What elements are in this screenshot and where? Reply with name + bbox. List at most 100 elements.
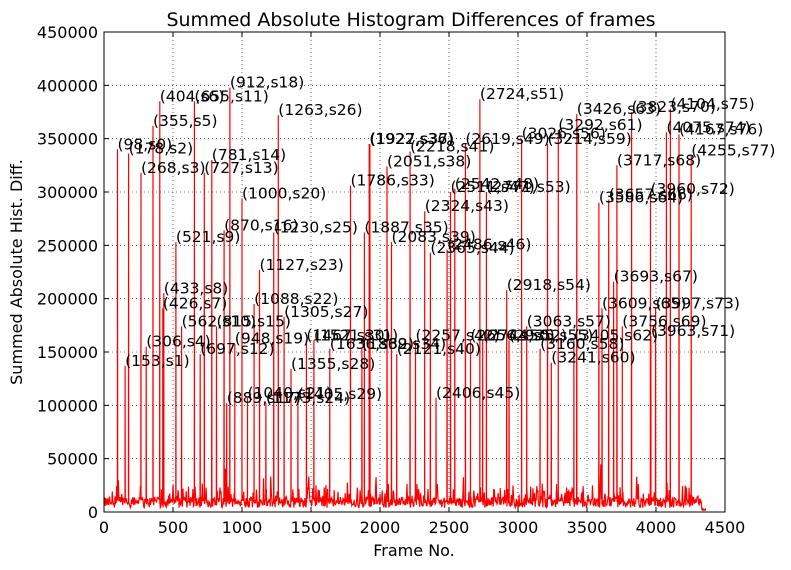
peak-label: (1263,s26) <box>278 101 362 119</box>
peak-label: (3426,s63) <box>577 100 661 118</box>
peak-label: (2656,s50) <box>471 326 555 344</box>
peak-label: (1405,s29) <box>298 385 382 403</box>
y-tick-label: 0 <box>88 503 98 522</box>
x-tick-label: 3000 <box>498 518 539 537</box>
chart-title: Summed Absolute Histogram Differences of… <box>166 9 655 31</box>
peak-label: (3405,s62) <box>574 326 658 344</box>
peak-label: (3063,s57) <box>527 312 611 330</box>
peak-label: (2121,s40) <box>397 340 481 358</box>
y-tick-label: 250000 <box>37 236 98 255</box>
peak-label: (1521,s31) <box>314 326 398 344</box>
peak-label: (1230,s25) <box>274 219 358 237</box>
peak-label: (1887,s35) <box>364 219 448 237</box>
peak-label: (2365,s44) <box>430 239 514 257</box>
peak-label: (2771,s53) <box>486 178 570 196</box>
peak-label: (2257,s42) <box>416 326 500 344</box>
peak-label: (1927,s37) <box>370 130 454 148</box>
peak-label: (3963,s71) <box>651 322 735 340</box>
peak-label: (2324,s43) <box>425 197 509 215</box>
peak-label: (426,s7) <box>163 294 228 312</box>
y-tick-label: 450000 <box>37 23 98 42</box>
peak-label: (3609,s65) <box>602 294 686 312</box>
x-tick-label: 2500 <box>429 518 470 537</box>
series-line <box>103 87 707 512</box>
peak-label: (153,s1) <box>125 352 190 370</box>
peak-label: (3657,s66) <box>609 186 693 204</box>
peak-label: (2406,s45) <box>436 384 520 402</box>
peak-label: (98,s0) <box>118 135 173 153</box>
y-tick-label: 400000 <box>37 76 98 95</box>
peak-label: (1305,s27) <box>284 303 368 321</box>
peak-label: (3292,s61) <box>558 116 642 134</box>
y-tick-label: 300000 <box>37 183 98 202</box>
peak-label: (727,s13) <box>204 159 278 177</box>
x-tick-label: 0 <box>99 518 109 537</box>
peak-label: (1000,s20) <box>242 184 326 202</box>
y-tick-label: 150000 <box>37 343 98 362</box>
peak-label: (306,s4) <box>146 333 211 351</box>
x-tick-label: 500 <box>158 518 189 537</box>
peak-label: (2218,s41) <box>410 138 494 156</box>
peak-label: (2619,s49) <box>465 130 549 148</box>
y-tick-label: 100000 <box>37 396 98 415</box>
peak-label: (3960,s72) <box>651 180 735 198</box>
peak-label: (355,s5) <box>153 112 218 130</box>
peak-label: (404,s6) <box>160 87 225 105</box>
peak-label: (2486,s46) <box>447 236 531 254</box>
peak-label: (1922,s36) <box>369 130 453 148</box>
x-axis-label: Frame No. <box>373 541 455 560</box>
peak-label: (1636,s32) <box>330 335 414 353</box>
peak-label: (815,s15) <box>217 312 291 330</box>
x-tick-label: 3500 <box>567 518 608 537</box>
y-tick-label: 50000 <box>47 450 98 469</box>
peak-label: (178,s2) <box>129 140 194 158</box>
x-tick-label: 4000 <box>636 518 677 537</box>
peak-label: (3717,s68) <box>617 151 701 169</box>
peak-label: (2051,s38) <box>387 152 471 170</box>
peak-label: (3160,s58) <box>540 335 624 353</box>
peak-label: (1127,s23) <box>260 256 344 274</box>
peak-label: (433,s8) <box>164 279 229 297</box>
x-tick-label: 1500 <box>291 518 332 537</box>
x-tick-label: 4500 <box>705 518 746 537</box>
peak-label: (1355,s28) <box>291 355 375 373</box>
peak-label: (4167,s76) <box>679 120 763 138</box>
y-tick-label: 200000 <box>37 290 98 309</box>
peak-label: (2542,s48) <box>455 175 539 193</box>
peak-label: (1869,s34) <box>362 335 446 353</box>
plot-frame <box>103 31 726 513</box>
peak-label: (889,s17) <box>227 389 301 407</box>
peak-label: (912,s18) <box>230 74 304 92</box>
y-axis-label: Summed Absolute Hist. Diff. <box>7 159 26 385</box>
y-tick-label: 350000 <box>37 130 98 149</box>
y-axis-ticks: 0 50000 100000 150000 200000 250000 300000 3500… <box>37 23 725 522</box>
x-axis-ticks: 0 500 1000 1500 2000 2500 3000 3500 4000 4500 <box>99 32 745 537</box>
peak-label: (3756,s69) <box>622 312 706 330</box>
peak-annotations: (98,s0)(153,s1)(178,s2)(268,s3)(306,s4)(… <box>118 74 776 408</box>
peak-label: (3693,s67) <box>614 268 698 286</box>
peak-label: (1173,s24) <box>266 389 350 407</box>
peak-label: (948,s19) <box>235 330 309 348</box>
peak-label: (3823,s70) <box>632 98 716 116</box>
peak-label: (268,s3) <box>141 159 206 177</box>
x-tick-label: 2000 <box>360 518 401 537</box>
peak-label: (4104,s75) <box>670 95 754 113</box>
peak-label: (4075,s74) <box>666 118 750 136</box>
peak-label: (3586,s64) <box>599 189 683 207</box>
peak-label: (870,s16) <box>224 216 298 234</box>
peak-label: (2724,s51) <box>480 85 564 103</box>
peak-label: (4255,s77) <box>691 142 775 160</box>
peak-label: (562,s10) <box>182 312 256 330</box>
peak-label: (1467,s30) <box>306 326 390 344</box>
x-tick-label: 1000 <box>222 518 263 537</box>
peak-label: (697,s12) <box>200 340 274 358</box>
peak-label: (1088,s22) <box>254 290 338 308</box>
peak-label: (1040,s21) <box>248 384 332 402</box>
peak-label: (3026,s56) <box>522 125 606 143</box>
peak-label: (3997,s73) <box>656 294 740 312</box>
peak-label: (2744,s52) <box>483 326 567 344</box>
peak-label: (521,s9) <box>176 228 241 246</box>
peak-label: (655,s11) <box>194 87 268 105</box>
peak-label: (1786,s33) <box>351 172 435 190</box>
